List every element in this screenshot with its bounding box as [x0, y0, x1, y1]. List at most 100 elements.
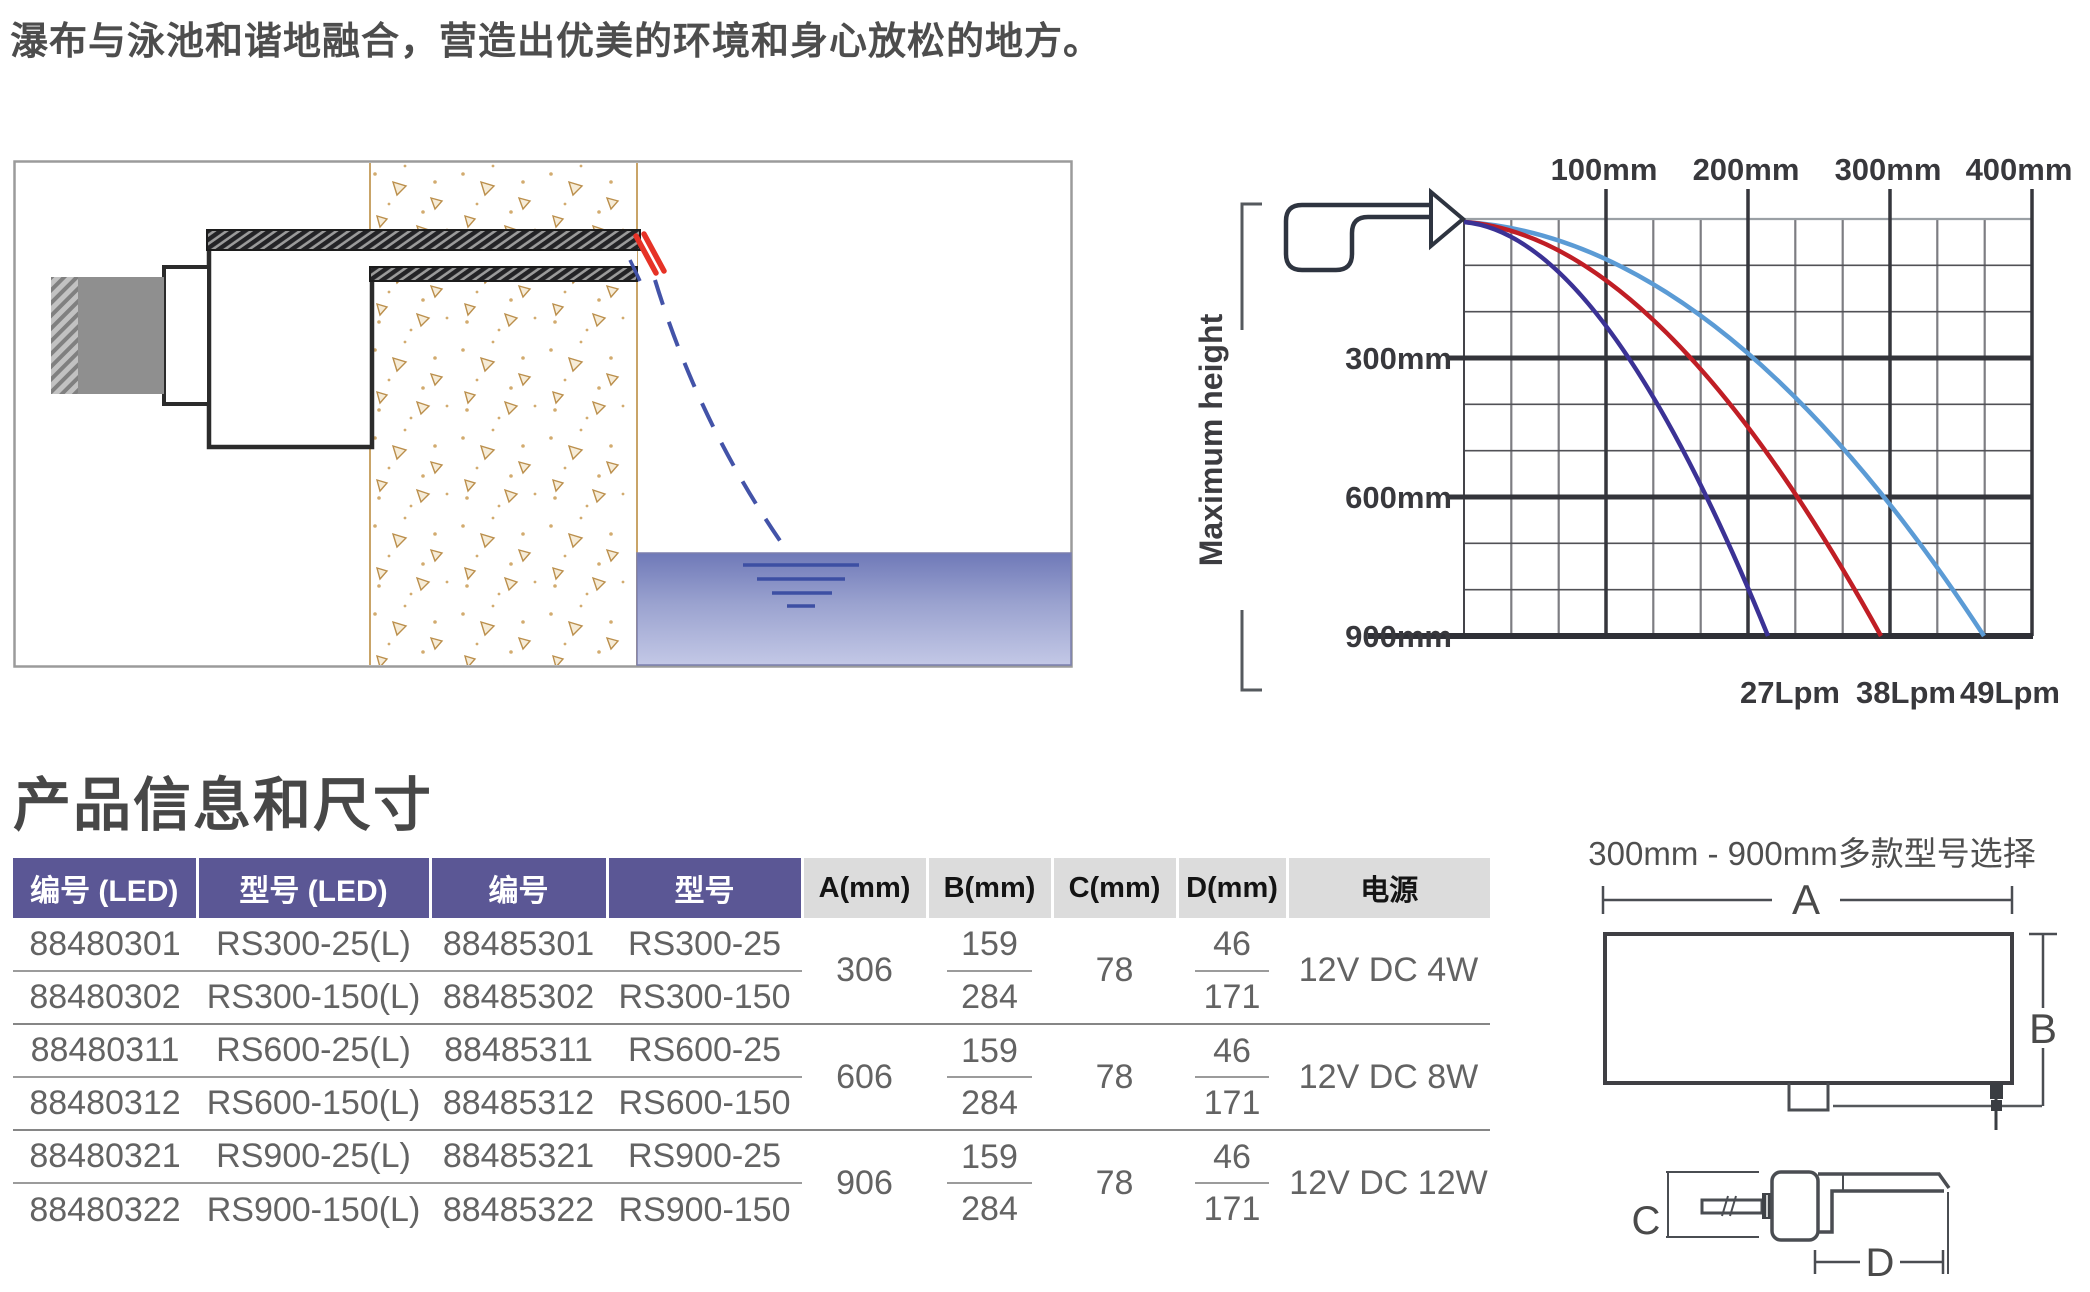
header-d-mm: D(mm): [1177, 858, 1289, 918]
pipe-fitting: [162, 265, 211, 406]
cell-code-led: 88480301: [13, 918, 197, 972]
cell-b: 284: [927, 971, 1052, 1025]
cell-model: RS600-25: [607, 1024, 802, 1078]
dim-d: [1813, 1192, 1949, 1274]
dimension-drawing: 300mm - 900mm多款型号选择 A B: [1588, 835, 2057, 1285]
cell-power: 12V DC 4W: [1287, 918, 1490, 1025]
cell-code-led: 88480312: [13, 1077, 197, 1131]
side-body: [1770, 1170, 1820, 1242]
cell-b: 284: [961, 1190, 1018, 1228]
x-tick-100mm: 100mm: [1551, 152, 1658, 187]
curve-38lpm: [1463, 219, 1883, 638]
spout-profile-icon: [1283, 187, 1467, 273]
cell-a: 606: [802, 1024, 927, 1131]
cell-code: 88485312: [430, 1077, 607, 1131]
cell-a: 906: [836, 1164, 893, 1202]
x-tick-200mm: 200mm: [1693, 152, 1800, 187]
x-axis-labels: 100mm 200mm 300mm 400mm: [1551, 152, 2073, 187]
cell-d: 171: [1177, 971, 1287, 1025]
cell-model: RS900-25: [607, 1130, 802, 1184]
outlet-red-lip: [633, 231, 667, 276]
cell-d: 46: [1177, 918, 1287, 972]
header-c-mm: C(mm): [1052, 858, 1179, 918]
cell-c: 78: [1095, 1164, 1134, 1202]
top-plate: [206, 229, 641, 251]
y-axis-title: Maximum height: [1193, 313, 1229, 566]
spout-housing: [206, 229, 641, 450]
cell-code: 88485302: [430, 971, 607, 1025]
pool-water: [636, 552, 1072, 666]
intro-text: 瀑布与泳池和谐地融合，营造出优美的环境和身心放松的地方。: [10, 21, 1103, 63]
cell-a: 306: [802, 918, 927, 1025]
header-model: 型号: [607, 858, 804, 918]
water-level-icon: [743, 563, 859, 608]
supply-pipe: [51, 277, 164, 394]
cell-model-led: RS900-150(L): [206, 1190, 421, 1229]
table-row: 88480322 RS900-150(L) 88485322 RS900-150…: [13, 1183, 1490, 1236]
y-tick-900mm: 900mm: [1345, 619, 1452, 654]
table-row: 88480321 RS900-25(L) 88485321 RS900-25 9…: [13, 1130, 1490, 1202]
cell-power: 12V DC 8W: [1287, 1024, 1490, 1131]
cell-d: 46: [1177, 1024, 1287, 1077]
label-27lpm: 27Lpm: [1740, 675, 1840, 710]
chart-grid-major: [1368, 189, 2034, 639]
trajectory-chart: Maximum height 100mm 200mm 300mm 400mm 3…: [1193, 152, 2073, 710]
cell-d: 46: [1177, 1130, 1287, 1183]
dim-d-label: D: [1866, 1241, 1895, 1285]
flow-curves: [1463, 219, 1986, 638]
nozzle-arrow-icon: [1429, 187, 1467, 251]
cell-code-led: 88480321: [13, 1130, 197, 1184]
cell-model: RS300-25: [607, 918, 802, 972]
cell-model: RS600-150: [607, 1077, 802, 1131]
cell-model-led: RS900-25(L): [197, 1130, 430, 1184]
installation-diagram: [13, 160, 1073, 668]
flow-rate-labels: 27Lpm 38Lpm 49Lpm: [1740, 675, 2060, 710]
dim-a-label: A: [1792, 876, 1820, 923]
cell-model-led: RS300-25(L): [197, 918, 430, 972]
cell-code: 88485321: [430, 1130, 607, 1184]
cell-model: RS900-150: [618, 1190, 791, 1229]
side-lip: [1818, 1172, 1951, 1234]
cell-b: 159: [927, 1130, 1052, 1183]
cell-model-led: RS600-25(L): [197, 1024, 430, 1078]
curve-27lpm: [1463, 219, 1771, 637]
water-start-dash: [628, 259, 642, 282]
header-model-led: 型号 (LED): [197, 858, 432, 918]
label-49lpm: 49Lpm: [1960, 675, 2060, 710]
water-arc: [653, 279, 792, 557]
x-tick-300mm: 300mm: [1835, 152, 1942, 187]
curve-49lpm: [1463, 219, 1986, 638]
cell-code-led: 88480302: [13, 971, 197, 1025]
y-tick-600mm: 600mm: [1345, 480, 1452, 515]
dim-a: [1601, 886, 2014, 914]
cell-c: 78: [1052, 918, 1177, 1025]
cell-d: 171: [1203, 1190, 1261, 1228]
section-title: 产品信息和尺寸: [13, 773, 434, 838]
height-bracket: [1240, 202, 1262, 692]
table-header-row: 编号 (LED) 型号 (LED) 编号 型号 A(mm) B(mm) C(mm…: [13, 858, 1490, 918]
header-code: 编号: [430, 858, 609, 918]
cell-code-led: 88480311: [13, 1024, 197, 1078]
cell-d: 171: [1177, 1077, 1287, 1131]
dim-c: [1666, 1171, 1759, 1238]
dimension-title: 300mm - 900mm多款型号选择: [1588, 835, 2035, 872]
cell-code: 88485301: [430, 918, 607, 972]
header-code-led: 编号 (LED): [13, 858, 199, 918]
cell-b: 159: [927, 1024, 1052, 1077]
table-row: 88480311 RS600-25(L) 88485311 RS600-25 6…: [13, 1024, 1490, 1131]
cell-model-led: RS300-150(L): [197, 971, 430, 1025]
cell-b: 284: [927, 1077, 1052, 1131]
y-axis-labels: 300mm 600mm 900mm: [1345, 341, 1452, 654]
table-row: 88480301 RS300-25(L) 88485301 RS300-25 3…: [13, 918, 1490, 1025]
table-row: 88480302 RS300-150(L) 88485302 RS300-150…: [13, 971, 1490, 1025]
header-b-mm: B(mm): [927, 858, 1054, 918]
header-a-mm: A(mm): [802, 858, 929, 918]
y-tick-300mm: 300mm: [1345, 341, 1452, 376]
x-tick-400mm: 400mm: [1966, 152, 2073, 187]
cell-code: 88485311: [430, 1024, 607, 1078]
cell-code: 88485322: [442, 1190, 595, 1229]
header-power: 电源: [1287, 858, 1490, 918]
cell-c: 78: [1052, 1024, 1177, 1131]
dim-b: [2029, 932, 2057, 1106]
